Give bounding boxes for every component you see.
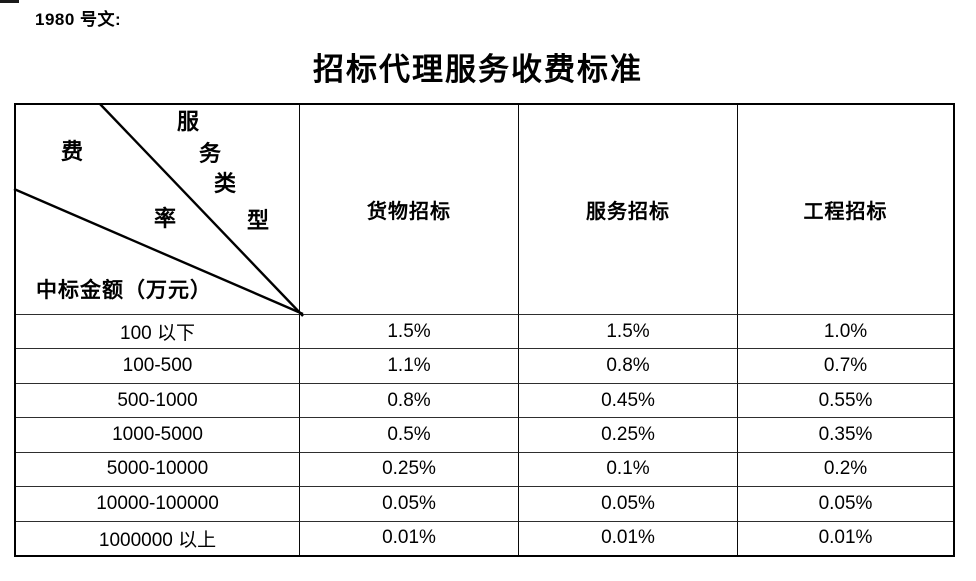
fee-value-cell: 0.1%	[518, 451, 737, 487]
fee-value-cell: 0.01%	[737, 520, 953, 555]
column-header-services: 服务招标	[518, 105, 737, 314]
fee-value-cell: 0.25%	[299, 451, 518, 487]
amount-range-cell: 1000-5000	[16, 417, 299, 451]
fee-value-cell: 1.5%	[518, 314, 737, 349]
fee-value-cell: 0.55%	[737, 382, 953, 418]
corner-label-char: 类	[214, 171, 237, 196]
corner-header-cell: 服 务 类 型 费 率 中标金额（万元）	[13, 103, 304, 317]
fee-value-cell: 1.0%	[737, 314, 953, 349]
page-title: 招标代理服务收费标准	[313, 52, 643, 87]
corner-label-char: 服	[177, 109, 200, 134]
fee-value-cell: 0.35%	[737, 417, 953, 452]
fee-value-cell: 0.01%	[299, 520, 518, 555]
amount-range-cell: 100-500	[16, 348, 299, 382]
fee-value-cell: 0.25%	[518, 417, 737, 452]
corner-label-char: 费	[61, 139, 84, 164]
fee-value-cell: 0.2%	[737, 451, 953, 487]
fee-value-cell: 0.05%	[299, 486, 518, 521]
amount-range-cell: 500-1000	[16, 382, 299, 417]
fee-value-cell: 0.05%	[737, 486, 953, 521]
fee-value-cell: 0.8%	[518, 348, 737, 383]
fee-value-cell: 0.05%	[518, 486, 737, 521]
column-header-goods: 货物招标	[299, 105, 518, 314]
corner-label-char: 率	[154, 206, 177, 231]
corner-label-char: 型	[247, 208, 270, 233]
diagonal-lines-icon	[13, 103, 304, 317]
amount-range-cell: 5000-10000	[16, 451, 299, 486]
scan-artifact	[0, 0, 19, 3]
amount-range-cell: 100 以下	[16, 314, 299, 348]
corner-label-char: 务	[199, 141, 222, 166]
doc-number-label: 1980 号文:	[35, 10, 122, 29]
fee-value-cell: 0.45%	[518, 382, 737, 418]
fee-value-cell: 1.1%	[299, 348, 518, 383]
fee-value-cell: 0.7%	[737, 348, 953, 383]
fee-table: 服 务 类 型 费 率 中标金额（万元） 货物招标 服务招标 工程招标 100 …	[13, 103, 955, 557]
column-header-engineering: 工程招标	[737, 105, 953, 314]
amount-range-cell: 10000-100000	[16, 486, 299, 520]
fee-value-cell: 1.5%	[299, 314, 518, 349]
fee-value-cell: 0.01%	[518, 520, 737, 555]
corner-bottom-label: 中标金额（万元）	[36, 278, 212, 302]
amount-range-cell: 1000000 以上	[16, 520, 299, 555]
fee-value-cell: 0.8%	[299, 382, 518, 418]
fee-value-cell: 0.5%	[299, 417, 518, 452]
